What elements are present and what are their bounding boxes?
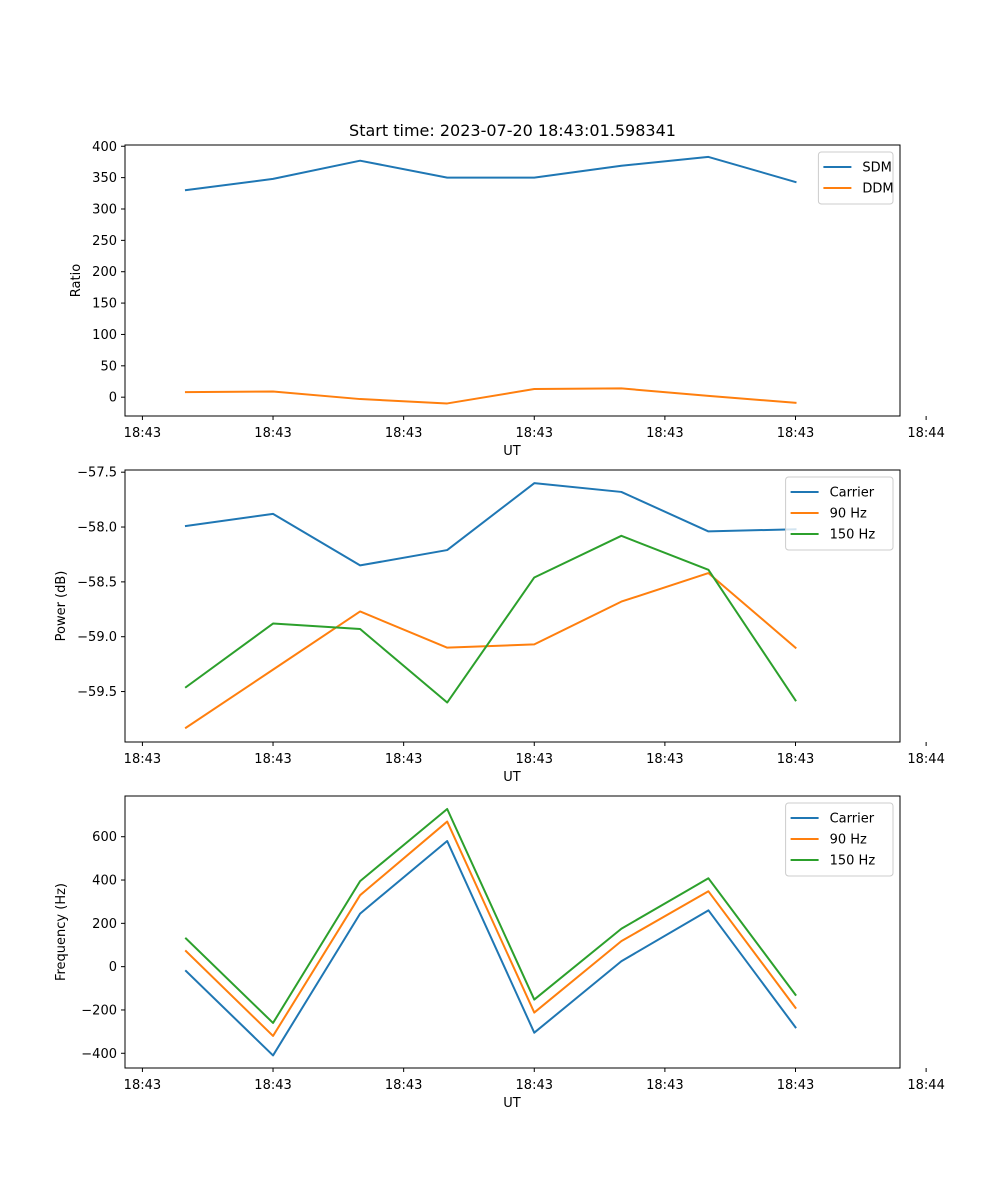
- frequency-y-tick-label: 400: [92, 874, 117, 889]
- power-y-tick-label: −58.0: [77, 521, 117, 536]
- frequency-legend-label: 90 Hz: [830, 833, 867, 848]
- power-x-tick-label: 18:43: [777, 752, 814, 767]
- power-x-tick-label: 18:43: [516, 752, 553, 767]
- power-y-tick-label: −59.0: [77, 630, 117, 645]
- ratio-y-tick-label: 300: [92, 202, 117, 217]
- frequency-chart: 18:43 18:43 18:43 18:43 18:43 18:43 18:44 −400 −…: [54, 795, 945, 1111]
- ratio-x-tick-label: 18:43: [516, 426, 553, 441]
- frequency-series-carrier-line: [184, 840, 797, 1057]
- power-x-tick-label: 18:43: [646, 752, 683, 767]
- frequency-x-tick-label: 18:43: [777, 1078, 814, 1093]
- ratio-legend-box: [817, 151, 894, 205]
- power-y-tick-label: −57.5: [77, 466, 117, 481]
- frequency-y-tick-label: 200: [92, 917, 117, 932]
- power-chart: 18:43 18:43 18:43 18:43 18:43 18:43 18:44 −59.5…: [54, 466, 945, 785]
- ratio-x-tick-label: 18:43: [254, 426, 291, 441]
- power-legend-label: 90 Hz: [830, 507, 867, 522]
- power-legend: Carrier 90 Hz 150 Hz: [785, 476, 894, 551]
- power-x-axis-label: UT: [503, 770, 521, 785]
- power-x-tick-label: 18:43: [254, 752, 291, 767]
- power-x-tick-label: 18:44: [907, 752, 944, 767]
- power-series-carrier-line: [184, 482, 797, 567]
- ratio-y-tick-label: 0: [109, 391, 117, 406]
- frequency-series-150-hz-line: [184, 807, 797, 1024]
- ratio-y-tick-label: 350: [92, 171, 117, 186]
- power-series-90-hz-line: [184, 572, 797, 730]
- ratio-x-axis-label: UT: [503, 444, 521, 459]
- ratio-x-tick-label: 18:44: [907, 426, 944, 441]
- power-y-axis-label: Power (dB): [54, 571, 69, 642]
- power-axes-frame: [124, 469, 901, 743]
- ratio-y-tick-label: 200: [92, 265, 117, 280]
- frequency-series-90-hz-line: [184, 820, 797, 1037]
- frequency-y-tick-label: 0: [109, 960, 117, 975]
- ratio-chart: 18:43 18:43 18:43 18:43 18:43 18:43 18:44 0 50 10…: [69, 140, 945, 459]
- ratio-series-ddm-line: [184, 387, 797, 405]
- ratio-y-tick-label: 150: [92, 297, 117, 312]
- ratio-y-tick-label: 100: [92, 328, 117, 343]
- ratio-x-tick-label: 18:43: [385, 426, 422, 441]
- ratio-y-axis-label: Ratio: [69, 264, 84, 297]
- ratio-legend: SDM DDM: [817, 151, 894, 205]
- axes-root: 18:43 18:43 18:43 18:43 18:43 18:43 18:44 0 50 10…: [54, 140, 945, 1111]
- power-series-150-hz-line: [184, 534, 797, 704]
- ratio-y-tick-label: 50: [100, 359, 117, 374]
- ratio-x-tick-label: 18:43: [777, 426, 814, 441]
- frequency-x-tick-label: 18:43: [124, 1078, 161, 1093]
- frequency-legend-label: Carrier: [830, 812, 875, 827]
- frequency-y-tick-label: −200: [81, 1003, 117, 1018]
- frequency-y-tick-label: 600: [92, 830, 117, 845]
- power-x-tick-label: 18:43: [124, 752, 161, 767]
- frequency-x-tick-label: 18:43: [385, 1078, 422, 1093]
- frequency-y-tick-label: −400: [81, 1047, 117, 1062]
- frequency-x-tick-label: 18:43: [254, 1078, 291, 1093]
- ratio-y-tick-label: 400: [92, 140, 117, 155]
- chart-title: Start time: 2023-07-20 18:43:01.598341: [349, 121, 676, 140]
- power-y-tick-label: −59.5: [77, 685, 117, 700]
- frequency-legend-box: [785, 802, 894, 877]
- ratio-axes-frame: [124, 144, 901, 417]
- frequency-x-tick-label: 18:43: [516, 1078, 553, 1093]
- frequency-legend-label: 150 Hz: [830, 854, 876, 869]
- frequency-axes-frame: [124, 795, 901, 1069]
- ratio-legend-label: DDM: [862, 182, 893, 197]
- frequency-x-tick-label: 18:43: [646, 1078, 683, 1093]
- ratio-x-tick-label: 18:43: [124, 426, 161, 441]
- power-legend-label: Carrier: [830, 486, 875, 501]
- ratio-x-tick-label: 18:43: [646, 426, 683, 441]
- frequency-x-tick-label: 18:44: [907, 1078, 944, 1093]
- frequency-x-axis-label: UT: [503, 1096, 521, 1111]
- power-y-tick-label: −58.5: [77, 575, 117, 590]
- power-legend-label: 150 Hz: [830, 528, 876, 543]
- power-x-tick-label: 18:43: [385, 752, 422, 767]
- power-legend-box: [785, 476, 894, 551]
- frequency-y-axis-label: Frequency (Hz): [54, 883, 69, 981]
- ratio-legend-label: SDM: [862, 161, 891, 176]
- frequency-legend: Carrier 90 Hz 150 Hz: [785, 802, 894, 877]
- ratio-series-sdm-line: [184, 155, 797, 192]
- ratio-y-tick-label: 250: [92, 234, 117, 249]
